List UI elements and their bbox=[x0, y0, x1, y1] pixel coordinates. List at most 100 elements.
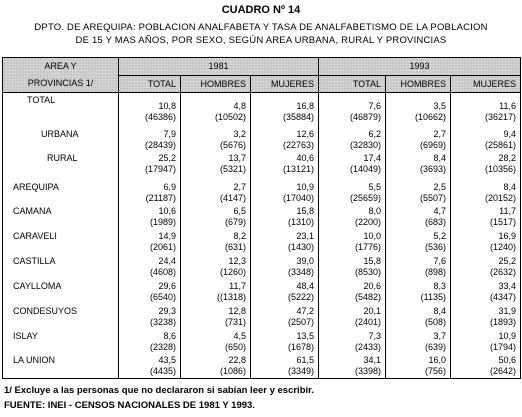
count: (650) bbox=[224, 341, 246, 352]
rate: 8,4 bbox=[503, 181, 517, 192]
count: (5482) bbox=[355, 291, 382, 302]
count: (2632) bbox=[490, 266, 517, 277]
count: (17947) bbox=[144, 163, 176, 174]
row-label: CARAVELI bbox=[2, 228, 119, 254]
rate: 29,6 bbox=[158, 280, 176, 291]
row-label: CAMANA bbox=[2, 203, 119, 229]
cell: 29,6 (6540) bbox=[118, 278, 181, 304]
area-header: AREA Y PROVINCIAS 1/ bbox=[2, 57, 119, 93]
cell: 14,9 (2061) bbox=[118, 228, 181, 254]
header-row: AREA Y PROVINCIAS 1/1981 1993 bbox=[2, 57, 522, 93]
count: (536) bbox=[425, 241, 447, 252]
count: (1086) bbox=[219, 365, 246, 376]
cell: 16,8 (35884) bbox=[249, 92, 320, 127]
count: (10502) bbox=[214, 112, 246, 122]
area-header-line: AREA Y bbox=[44, 61, 77, 71]
count: (3238) bbox=[149, 316, 176, 327]
cell: 20,1 (2401) bbox=[318, 303, 387, 329]
count: (1135) bbox=[420, 291, 447, 302]
count: (14049) bbox=[349, 163, 382, 174]
cell: 6,9 (21187) bbox=[118, 179, 181, 204]
cell: 25,2 (2632) bbox=[450, 253, 522, 279]
cell: 11,7 (1517) bbox=[450, 203, 522, 229]
cell: 61,5 (3349) bbox=[249, 352, 320, 379]
table: AREA Y PROVINCIAS 1/1981 1993 TOTAL HOMBRES M… bbox=[2, 57, 522, 379]
cell: 33,4 (4347) bbox=[450, 278, 522, 304]
cell: 7,3 (2433) bbox=[318, 328, 387, 353]
cell: 24,4 (4608) bbox=[118, 253, 181, 279]
count: (1240) bbox=[490, 241, 517, 252]
rate: 39,0 bbox=[296, 255, 315, 266]
cell: 10,9 (1794) bbox=[450, 328, 522, 353]
cell: 2,7 (4147) bbox=[180, 179, 251, 204]
rate: 16,8 bbox=[296, 101, 315, 111]
row: TOTAL 10,8 (46386) 4,8 (10502) 16,8 (35884) 7,6… bbox=[2, 92, 522, 127]
count: (1893) bbox=[490, 316, 517, 327]
rate: 11,6 bbox=[499, 101, 517, 111]
row: CARAVELI 14,9 (2061) 8,2 (631) 23,1 (1430) 10,0… bbox=[2, 228, 522, 254]
cell: 8,4 (3693) bbox=[385, 150, 452, 180]
rate: 34,1 bbox=[363, 354, 382, 365]
row-label: CASTILLA bbox=[2, 253, 119, 279]
cell: 3,2 (5676) bbox=[180, 126, 251, 151]
rate: 8,3 bbox=[433, 280, 447, 291]
count: (1989) bbox=[149, 216, 176, 227]
rate: 10,8 bbox=[158, 101, 176, 111]
count: ((1318) bbox=[216, 291, 246, 302]
rate: 7,9 bbox=[163, 128, 176, 139]
count: (2401) bbox=[355, 316, 382, 327]
count: (4608) bbox=[149, 266, 176, 277]
count: (5321) bbox=[219, 163, 246, 174]
cell: 7,6 (898) bbox=[385, 253, 452, 279]
rate: 14,9 bbox=[158, 230, 176, 241]
cell: 29,3 (3238) bbox=[118, 303, 181, 329]
title: CUADRO Nº 14 bbox=[221, 4, 301, 16]
cell: 39,0 (3348) bbox=[249, 253, 320, 279]
count: (1430) bbox=[288, 241, 315, 252]
count: (10356) bbox=[485, 163, 517, 174]
row-label: URBANA bbox=[2, 126, 119, 151]
cell: 3,7 (639) bbox=[385, 328, 452, 353]
rate: 11,7 bbox=[499, 205, 517, 216]
count: (679) bbox=[224, 216, 246, 227]
rate: 10,9 bbox=[498, 330, 517, 341]
rate: 33,4 bbox=[498, 280, 517, 291]
rate: 22,8 bbox=[228, 354, 246, 365]
cell: 8,6 (2328) bbox=[118, 328, 181, 353]
cell: 12,8 (731) bbox=[180, 303, 251, 329]
rate: 48,4 bbox=[296, 280, 315, 291]
rate: 4,8 bbox=[233, 101, 246, 111]
cell: 5,5 (25659) bbox=[318, 179, 387, 204]
rate: 15,8 bbox=[296, 205, 315, 216]
rate: 8,2 bbox=[233, 230, 246, 241]
cell: 40,6 (13121) bbox=[249, 150, 320, 180]
row: URBANA 7,9 (28439) 3,2 (5676) 12,6 (22763) 6,2(… bbox=[2, 126, 522, 151]
rate: 25,2 bbox=[158, 152, 176, 163]
row-label: AREQUIPA bbox=[2, 179, 119, 204]
cell: 10,9 (17040) bbox=[249, 179, 320, 204]
rate: 15,8 bbox=[363, 255, 382, 266]
cell: 15,8 (1310) bbox=[249, 203, 320, 229]
rate: 47,2 bbox=[296, 305, 315, 316]
column-header: HOMBRES bbox=[385, 74, 452, 93]
rate: 4,5 bbox=[233, 330, 246, 341]
count: (639) bbox=[425, 341, 447, 352]
count: (36217) bbox=[485, 112, 517, 122]
rate: 12,6 bbox=[296, 128, 315, 139]
cell: 43,5 (4435) bbox=[118, 352, 181, 379]
rate: 20,1 bbox=[363, 305, 382, 316]
row-label: LA UNION bbox=[2, 352, 119, 379]
rate: 61,5 bbox=[296, 354, 315, 365]
count: (1678) bbox=[288, 341, 315, 352]
cell: 12,6 (22763) bbox=[249, 126, 320, 151]
area-header-line: PROVINCIAS 1/ bbox=[27, 78, 94, 88]
rate: 13,7 bbox=[228, 152, 246, 163]
rate: 10,0 bbox=[363, 230, 382, 241]
rate: 2,7 bbox=[433, 128, 447, 139]
row: CONDESUYOS 29,3 (3238) 12,8 (731) 47,2 (2507) 2… bbox=[2, 303, 522, 329]
cell: 31,9 (1893) bbox=[450, 303, 522, 329]
row: AREQUIPA 6,9 (21187) 2,7 (4147) 10,9 (17040) 5,… bbox=[2, 179, 522, 204]
row-label: CONDESUYOS bbox=[2, 303, 119, 329]
cell: 6,5 (679) bbox=[180, 203, 251, 229]
